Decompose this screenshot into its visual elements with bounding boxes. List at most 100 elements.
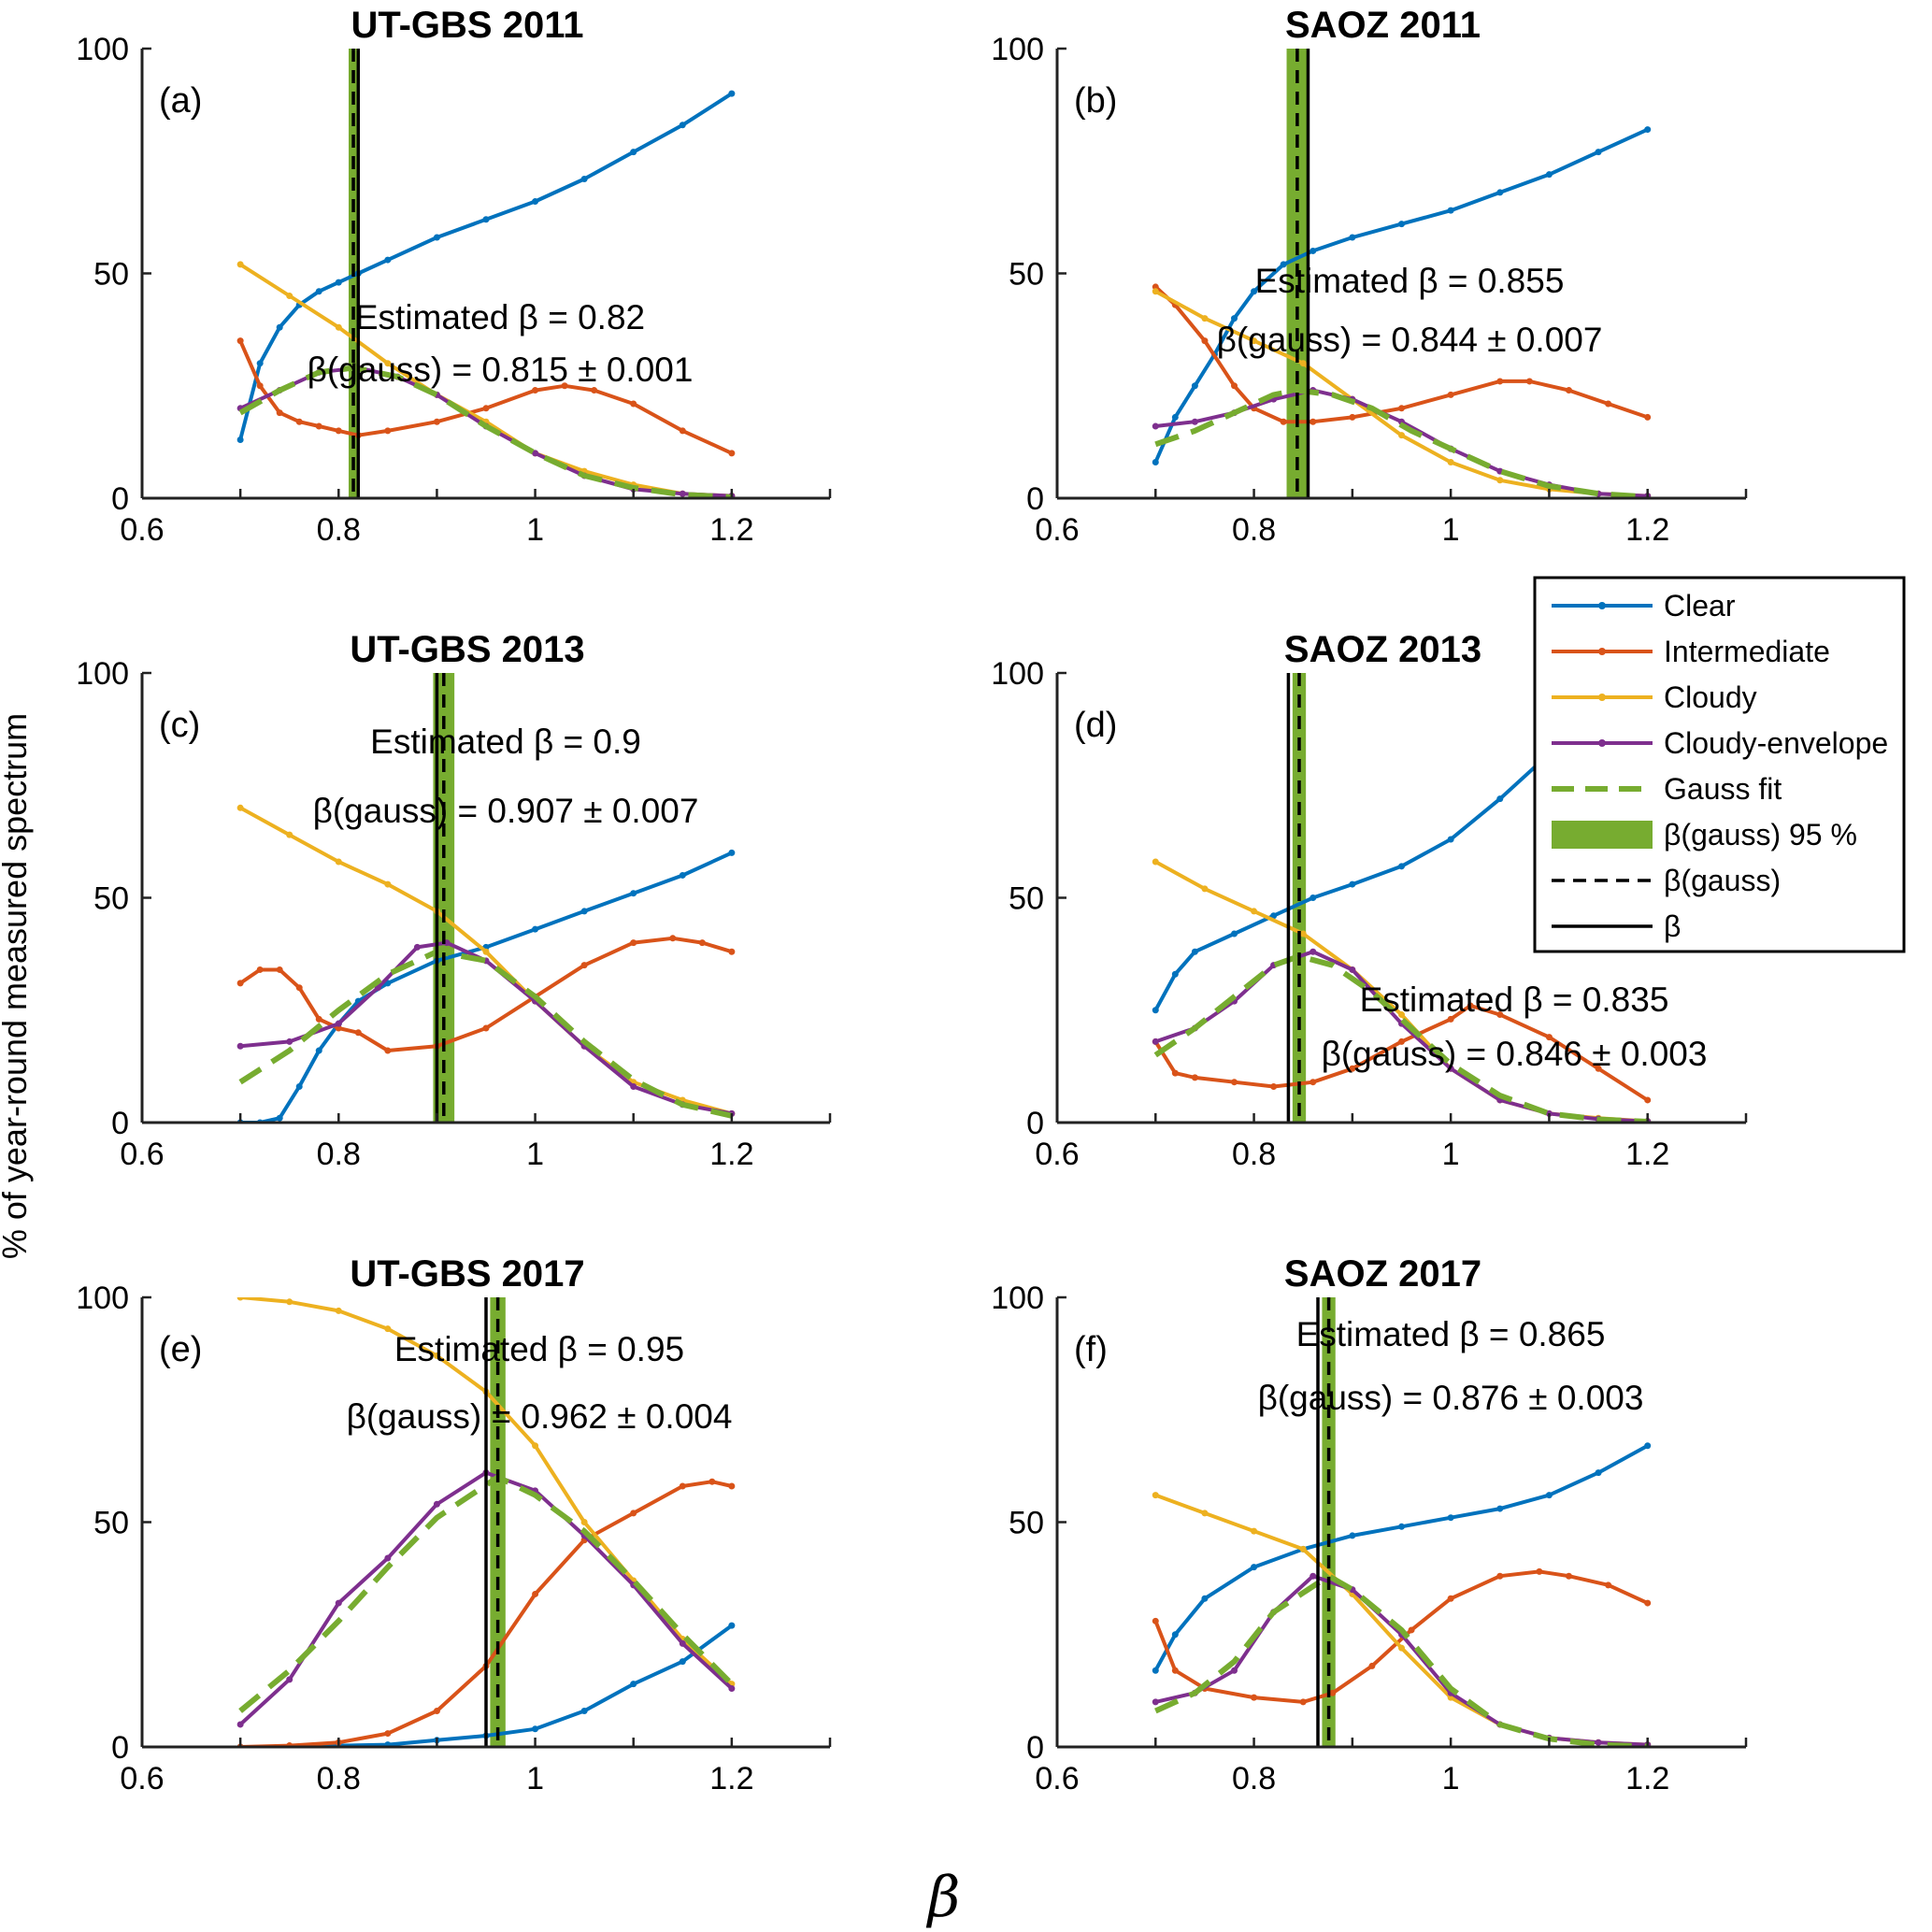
point-envelope	[1152, 422, 1159, 430]
point-cloudy	[1398, 1644, 1405, 1652]
y-tick-label: 0	[1026, 1730, 1044, 1766]
point-cloudy	[1496, 477, 1504, 484]
point-clear	[1595, 1469, 1602, 1477]
x-tick-label: 0.6	[1035, 1137, 1079, 1172]
point-cloudy	[1299, 1545, 1307, 1553]
point-cloudy	[1251, 1527, 1258, 1535]
point-intermediate	[1349, 1065, 1356, 1072]
legend-label: Cloudy-envelope	[1664, 726, 1888, 760]
panel-4: 0.6 0.8 1 1.2 0 50 100 SAOZ 2013 (d) Estimated β …	[991, 629, 1748, 1172]
x-tick-label: 0.6	[120, 1137, 164, 1172]
point-clear	[728, 1622, 736, 1629]
point-intermediate	[630, 1510, 637, 1517]
point-intermediate	[1644, 1096, 1652, 1104]
point-cloudy	[580, 1519, 588, 1525]
point-clear	[295, 1083, 303, 1091]
point-intermediate	[1536, 1567, 1543, 1575]
point-cloudy	[286, 1298, 293, 1306]
legend-label: Intermediate	[1664, 635, 1830, 668]
point-clear	[315, 1047, 322, 1054]
legend-item-bg: β(gauss)	[1552, 864, 1781, 897]
point-intermediate	[532, 1590, 539, 1597]
point-intermediate	[1201, 337, 1209, 345]
point-envelope	[679, 490, 686, 497]
point-intermediate	[354, 1029, 362, 1037]
series-envelope	[1154, 1574, 1648, 1747]
point-intermediate	[1171, 1667, 1179, 1674]
point-clear	[1447, 836, 1454, 843]
point-intermediate	[1398, 405, 1405, 412]
point-envelope	[1309, 948, 1317, 955]
point-intermediate	[1595, 1065, 1602, 1072]
point-intermediate	[1309, 1079, 1317, 1086]
point-clear	[1545, 1492, 1553, 1499]
series-intermediate	[240, 1480, 733, 1747]
panel-5: 0.6 0.8 1 1.2 0 50 100 UT-GBS 2017 (e) Estimated …	[76, 1253, 832, 1796]
point-envelope	[1349, 966, 1356, 973]
point-cloudy	[1251, 908, 1258, 915]
point-intermediate	[295, 418, 303, 425]
point-cloudy	[1201, 1510, 1209, 1517]
x-tick-label: 0.6	[1035, 1761, 1079, 1796]
point-clear	[580, 175, 588, 182]
point-envelope	[286, 1676, 293, 1683]
panel-title: SAOZ 2011	[1285, 5, 1481, 46]
point-clear	[1496, 189, 1504, 196]
point-intermediate	[630, 939, 637, 947]
point-intermediate	[630, 400, 637, 408]
point-intermediate	[1565, 1572, 1572, 1580]
point-intermediate	[295, 984, 303, 992]
point-intermediate	[1496, 1011, 1504, 1019]
legend-label: β(gauss)	[1664, 864, 1781, 897]
point-cloudy	[482, 948, 490, 955]
point-intermediate	[1605, 1581, 1612, 1589]
point-envelope	[1595, 1739, 1602, 1746]
x-tick-label: 1	[526, 512, 544, 548]
x-tick-label: 1.2	[1625, 512, 1669, 548]
point-clear	[630, 890, 637, 897]
point-clear	[679, 1658, 686, 1666]
y-axis-label: % of year-round measured spectrum	[0, 713, 34, 1259]
point-clear	[384, 256, 392, 264]
point-clear	[728, 849, 736, 856]
legend-item-cloudy: Cloudy	[1552, 680, 1757, 714]
x-axis-label: β	[926, 1865, 961, 1930]
point-clear	[236, 436, 244, 443]
point-cloudy	[1152, 1492, 1159, 1499]
x-tick-label: 0.8	[1232, 1137, 1276, 1172]
point-clear	[1595, 149, 1602, 156]
point-intermediate	[679, 1482, 686, 1490]
point-intermediate	[236, 337, 244, 345]
point-intermediate	[1398, 1038, 1405, 1045]
point-cloudy	[335, 323, 342, 331]
point-clear	[1349, 1532, 1356, 1539]
x-tick-label: 0.8	[317, 1761, 361, 1796]
point-intermediate	[335, 1024, 342, 1032]
point-intermediate	[482, 405, 490, 412]
estimated-beta-label: Estimated β = 0.82	[355, 298, 645, 336]
point-intermediate	[1152, 1617, 1159, 1624]
y-tick-label: 0	[111, 481, 129, 517]
x-tick-label: 1	[526, 1137, 544, 1172]
point-intermediate	[335, 427, 342, 435]
point-intermediate	[1447, 1015, 1454, 1023]
estimated-beta-label: Estimated β = 0.855	[1255, 262, 1565, 300]
point-clear	[1152, 1007, 1159, 1014]
series-gauss	[1154, 1573, 1648, 1747]
point-intermediate	[1644, 1599, 1652, 1607]
panel-letter: (b)	[1074, 81, 1117, 121]
point-intermediate	[1447, 1595, 1454, 1602]
x-tick-label: 1	[1442, 1761, 1460, 1796]
point-intermediate	[433, 1708, 440, 1715]
point-clear	[1251, 1564, 1258, 1571]
y-tick-label: 0	[1026, 1106, 1044, 1141]
point-intermediate	[728, 450, 736, 457]
x-tick-label: 0.8	[317, 512, 361, 548]
point-envelope	[532, 450, 539, 457]
point-intermediate	[532, 387, 539, 394]
point-intermediate	[1251, 1694, 1258, 1701]
point-clear	[1447, 1514, 1454, 1522]
y-tick-label: 100	[991, 656, 1044, 692]
panel-title: UT-GBS 2013	[350, 629, 584, 670]
